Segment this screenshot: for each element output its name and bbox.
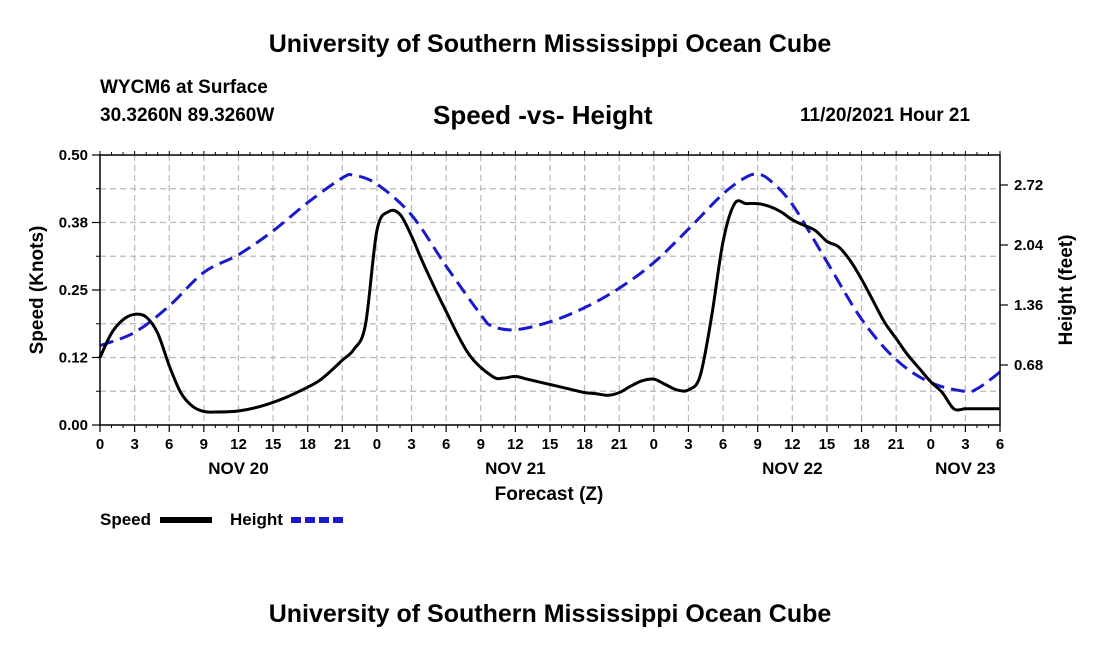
x-tick-label: 3 [961, 436, 969, 453]
x-tick-label: 15 [542, 436, 559, 453]
x-tick-label: 6 [996, 436, 1004, 453]
x-tick-label: 0 [650, 436, 658, 453]
chart-title: Speed -vs- Height [433, 100, 653, 130]
x-axis-title: Forecast (Z) [495, 484, 604, 505]
x-tick-label: 3 [407, 436, 415, 453]
day-label: NOV 22 [762, 459, 822, 478]
coordinates-label: 30.3260N 89.3260W [100, 105, 275, 126]
grid-lines [100, 155, 1000, 425]
right-axis: 0.68 1.36 2.04 2.72 [1000, 177, 1044, 374]
legend: Speed Height [100, 510, 343, 529]
x-tick-label: 6 [165, 436, 173, 453]
x-tick-label: 0 [373, 436, 381, 453]
page-title: University of Southern Mississippi Ocean… [268, 30, 832, 58]
x-tick-label: 15 [265, 436, 282, 453]
x-tick-label: 12 [230, 436, 247, 453]
forecast-datetime: 11/20/2021 Hour 21 [800, 105, 971, 126]
x-tick-label: 3 [684, 436, 692, 453]
day-label: NOV 23 [935, 459, 995, 478]
left-tick-label: 0.50 [59, 147, 88, 164]
day-label: NOV 21 [485, 459, 545, 478]
series-layer [98, 172, 1001, 414]
right-tick-label: 2.72 [1014, 177, 1043, 194]
speed-height-chart: 0.00 0.12 0.25 0.38 0.50 0.68 1.36 2.04 2.72 0 3… [27, 147, 1077, 529]
x-tick-label: 21 [888, 436, 905, 453]
x-tick-label: 21 [611, 436, 628, 453]
x-tick-label: 3 [130, 436, 138, 453]
right-axis-title: Height (feet) [1056, 235, 1077, 346]
right-tick-label: 0.68 [1014, 357, 1043, 374]
left-axis: 0.00 0.12 0.25 0.38 0.50 [59, 147, 100, 434]
left-tick-label: 0.25 [59, 282, 88, 299]
right-tick-label: 2.04 [1014, 237, 1044, 254]
x-tick-label: 9 [754, 436, 762, 453]
right-tick-label: 1.36 [1014, 297, 1043, 314]
x-tick-label: 0 [96, 436, 104, 453]
x-tick-label: 21 [334, 436, 351, 453]
left-axis-title: Speed (Knots) [27, 226, 48, 355]
x-axis: 0 3 6 9 12 15 18 21 0 3 6 9 12 15 18 21 0 3 6 9 12 15 18 21 0 3 6N… [96, 151, 1004, 478]
x-tick-label: 9 [200, 436, 208, 453]
legend-label-height: Height [230, 510, 283, 529]
footer-title: University of Southern Mississippi Ocean… [268, 600, 832, 628]
station-label: WYCM6 at Surface [100, 77, 268, 98]
x-tick-label: 15 [819, 436, 836, 453]
legend-label-speed: Speed [100, 510, 151, 529]
left-tick-label: 0.12 [59, 350, 88, 367]
x-tick-label: 12 [784, 436, 801, 453]
x-tick-label: 18 [853, 436, 870, 453]
series-line-height [99, 172, 1001, 394]
x-tick-label: 12 [507, 436, 524, 453]
x-tick-label: 18 [576, 436, 593, 453]
day-label: NOV 20 [208, 459, 268, 478]
left-tick-label: 0.00 [59, 417, 88, 434]
x-tick-label: 6 [719, 436, 727, 453]
left-tick-label: 0.38 [59, 215, 88, 232]
x-tick-label: 6 [442, 436, 450, 453]
series-line-speed [98, 199, 1000, 414]
x-tick-label: 0 [927, 436, 935, 453]
x-tick-label: 18 [299, 436, 316, 453]
x-tick-label: 9 [477, 436, 485, 453]
